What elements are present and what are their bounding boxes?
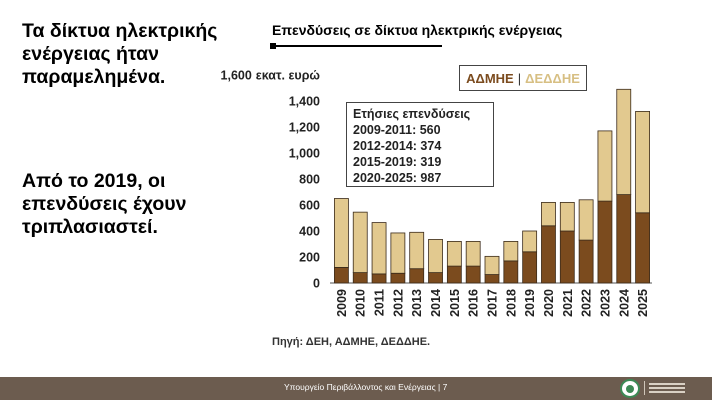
annotation-line: 2020-2025: 987 xyxy=(353,171,442,185)
annotation-title: Ετήσιες επενδύσεις xyxy=(353,107,471,121)
bar-deddie xyxy=(616,88,632,196)
bar-admie xyxy=(635,212,650,284)
x-tick-label: 2015 xyxy=(448,289,462,317)
x-tick-label: 2021 xyxy=(561,289,575,317)
x-tick-label: 2025 xyxy=(636,289,650,317)
legend-separator: | xyxy=(517,70,522,86)
slide-text-neglected: Τα δίκτυα ηλεκτρικής ενέργειας ήταν παρα… xyxy=(22,20,218,88)
x-tick-label: 2017 xyxy=(486,289,500,317)
footer-ministry-text: Υπουργείο Περιβάλλοντος και Ενέργειας | … xyxy=(284,382,448,392)
bar-deddie xyxy=(484,255,500,275)
y-tick-label: 1,600 εκατ. ευρώ xyxy=(221,69,321,83)
bar-deddie xyxy=(503,240,519,262)
bar-deddie xyxy=(522,230,538,253)
bar-admie xyxy=(541,225,556,284)
footer-bar: Υπουργείο Περιβάλλοντος και Ενέργειας | … xyxy=(0,377,712,400)
chart-source: Πηγή: ΔΕΗ, ΑΔΜΗΕ, ΔΕΔΔΗΕ. xyxy=(272,336,431,348)
x-tick-label: 2018 xyxy=(504,289,518,317)
y-tick-label: 1,200 xyxy=(289,121,320,135)
bar-deddie xyxy=(390,232,406,274)
bar-deddie xyxy=(465,240,481,267)
x-tick-label: 2020 xyxy=(542,289,556,317)
x-tick-label: 2023 xyxy=(598,289,612,317)
x-tick-label: 2022 xyxy=(580,289,594,317)
bar-deddie xyxy=(352,211,368,273)
legend-admie: ΑΔΜΗΕ xyxy=(466,70,514,86)
bar-deddie xyxy=(597,130,613,202)
bar-admie xyxy=(522,251,538,284)
legend-deddie: ΔΕΔΔΗΕ xyxy=(525,70,580,86)
x-tick-label: 2014 xyxy=(429,289,443,317)
ministry-logo-icon xyxy=(620,379,640,398)
y-tick-label: 1,000 xyxy=(289,147,320,161)
bar-admie xyxy=(484,274,500,284)
bar-deddie xyxy=(371,222,387,275)
y-tick-label: 200 xyxy=(299,251,320,265)
y-tick-label: 600 xyxy=(299,199,320,213)
bar-deddie xyxy=(541,201,556,227)
annual-investments-annotation: Ετήσιες επενδύσεις 2009-2011: 560 2012-2… xyxy=(346,102,494,187)
x-tick-label: 2012 xyxy=(391,289,405,317)
bar-deddie xyxy=(635,111,650,214)
bar-admie xyxy=(390,272,406,284)
bar-admie xyxy=(503,260,519,284)
chart-legend: ΑΔΜΗΕ | ΔΕΔΔΗΕ xyxy=(459,65,587,91)
title-underline xyxy=(272,45,442,47)
bar-deddie xyxy=(446,240,462,267)
bar-admie xyxy=(352,272,368,284)
annotation-line: 2015-2019: 319 xyxy=(353,155,442,169)
bar-deddie xyxy=(409,231,425,270)
bar-deddie xyxy=(334,198,349,268)
x-tick-label: 2016 xyxy=(467,289,481,317)
bar-admie xyxy=(559,230,575,284)
x-tick-label: 2019 xyxy=(523,289,537,317)
bar-deddie xyxy=(578,199,594,241)
x-tick-label: 2011 xyxy=(373,289,387,316)
bar-admie xyxy=(616,194,632,284)
slide-text-tripled: Από το 2019, οι επενδύσεις έχουν τριπλασ… xyxy=(22,170,187,238)
bar-admie xyxy=(446,265,462,284)
bar-admie xyxy=(597,200,613,284)
bar-admie xyxy=(465,265,481,284)
bar-admie xyxy=(334,266,349,284)
ministry-logo-wordmark xyxy=(644,381,695,395)
bar-admie xyxy=(578,239,594,284)
annotation-line: 2012-2014: 374 xyxy=(353,139,442,153)
bar-deddie xyxy=(428,239,443,273)
x-tick-label: 2010 xyxy=(354,289,368,317)
bar-admie xyxy=(371,273,387,284)
bar-admie xyxy=(409,268,425,284)
bar-admie xyxy=(428,272,443,284)
bar-deddie xyxy=(559,201,575,232)
x-tick-label: 2024 xyxy=(617,289,631,317)
y-tick-label: 1,400 xyxy=(289,95,320,109)
y-tick-label: 800 xyxy=(299,173,320,187)
y-tick-label: 0 xyxy=(313,277,320,291)
chart-title: Επενδύσεις σε δίκτυα ηλεκτρικής ενέργεια… xyxy=(272,22,563,38)
x-tick-label: 2013 xyxy=(410,289,424,317)
y-tick-label: 400 xyxy=(299,225,320,239)
x-tick-label: 2009 xyxy=(335,289,349,317)
y-unit-label: εκατ. ευρώ xyxy=(256,69,321,83)
annotation-line: 2009-2011: 560 xyxy=(353,123,441,137)
